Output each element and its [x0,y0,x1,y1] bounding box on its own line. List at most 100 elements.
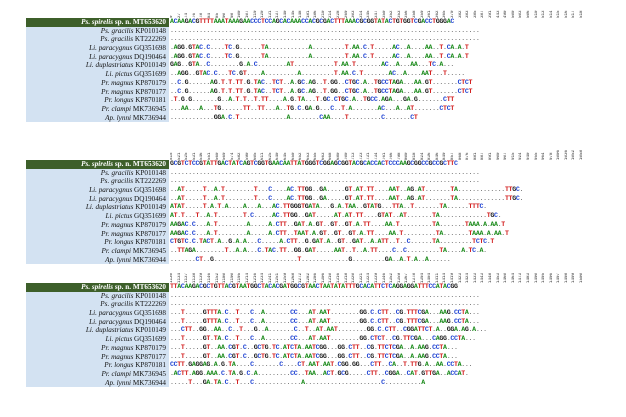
position-label: 605 [253,152,258,160]
sequence-row: ..C.G......AG.T.T.TT.G.TAC..TCT..A.GC.AG… [170,87,473,95]
taxon-label: Ps. gracilis KT222269 [26,177,169,187]
position-label: 1259 [283,272,288,283]
taxon-genus: Li. [89,44,97,53]
taxon-genus: Li. [85,203,94,212]
taxon-extra: sp. n. [114,18,132,26]
taxon-epithet: paracygnus [98,186,133,195]
taxon-label-column: Ps. spirelis sp. n. MT653620 Ps. gracilis… [26,283,169,388]
position-label: 1448 [488,272,493,283]
sequence-column: TTACAAGACGCTGTTACGTAATGGCTACACGATGGCGTAA… [170,283,610,387]
sequence-row: ...T.....GT.TA.C..T...C..A.......CC...AT… [170,335,476,343]
taxon-epithet: clampi [111,246,132,255]
taxon-epithet: gracilis [111,291,134,300]
position-label: 582 [238,152,243,160]
position-label: 361 [428,10,433,18]
position-label: 1214 [245,272,250,283]
taxon-epithet: clampi [111,104,132,113]
position-label: 90 [223,12,228,18]
position-label: 1473 [519,272,524,283]
position-label: 645 [283,152,288,160]
taxon-extra: sp. n. [114,283,132,291]
taxon-genus: Pr. [101,78,110,87]
position-label: 1268 [291,272,296,283]
taxon-accession: KP870179 [135,78,166,87]
position-label: 506 [526,10,531,18]
taxon-label-column: Ps. spirelis sp. n. MT653620 Ps. gracilis… [26,160,169,265]
position-label: 525 [185,152,190,160]
sequence-column: GCGTCTCCGTATTGACTATCAGTCGGTGAACAATTATGGG… [170,160,610,264]
taxon-accession: MK736944 [132,255,166,264]
taxon-genus: Ps. [100,177,110,186]
taxon-epithet: spirelis [91,18,114,26]
sequence-row: ...T.....GT..AA.CGT.C..GCTG.TC.ATCTA.AAT… [170,352,458,360]
sequence-row: .AGG.GTAC.C....TC.G......TA...........A.… [170,44,469,52]
taxon-accession: KP010148 [135,168,166,177]
taxon-accession: GQ351699 [134,70,166,79]
taxon-accession: KP870181 [135,96,166,105]
position-label: 964 [542,152,547,160]
position-label: 1137 [185,272,190,283]
taxon-accession: DQ190464 [134,317,166,326]
position-label: 1216 [253,272,258,283]
position-label: 1130 [170,272,174,283]
taxon-label: Li. duplastriatus KP010149 [26,61,169,71]
sequence-row: ........................................… [170,35,480,43]
position-label: 1500 [580,272,585,283]
sequence-row: ........................................… [170,300,480,308]
position-label: 1419 [450,272,455,283]
taxon-genus: Li. [89,194,97,203]
position-label: 100 [238,10,243,18]
taxon-label: Pr. magnus KP870179 [26,78,169,88]
sequence-row: .......CT..G.......................T....… [170,255,451,263]
taxon-genus: Ps. [100,300,110,309]
taxon-epithet: clampi [111,369,132,378]
sequence-row: GAG..GTA..C........G.A.C........AT......… [170,61,454,69]
position-label: 74 [185,12,190,18]
taxon-epithet: paracygnus [98,52,133,61]
position-label: 515 [170,152,174,160]
position-label: 1139 [200,272,205,283]
sequence-row: ...T.....GT..AA.CGT.C..GCTG.TC.ATCTA.AAT… [170,343,458,351]
position-label: 214 [329,10,334,18]
taxon-epithet: duplastriatus [95,61,134,70]
position-label: 1052 [572,149,577,160]
taxon-genus: Li. [89,52,97,61]
position-label: 1460 [504,272,509,283]
taxon-genus: Pr. [101,104,110,113]
taxon-epithet: spirelis [91,160,114,168]
taxon-accession: KP870181 [135,361,166,370]
taxon-genus: Pr. [101,343,110,352]
taxon-label: Li. pictus GQ351699 [26,70,169,79]
taxon-label: Pr. magnus KP870177 [26,229,169,239]
taxon-label: Li. pictus GQ351699 [26,212,169,221]
position-label: 1339 [375,272,380,283]
position-label: 383 [466,10,471,18]
position-label: 347 [375,10,380,18]
sequence-row: ..C.G......AG.T.T.TT.G.TAC..TCT..A.GC.AG… [170,78,473,86]
taxon-accession: KP010149 [135,326,166,335]
taxon-label: Ap. lynni MK736944 [26,255,169,265]
position-label: 652 [299,152,304,160]
taxon-genus: Li. [105,335,114,344]
position-label: 766 [390,152,395,160]
position-label: 513 [542,10,547,18]
taxon-label: Li. paracygnus DQ190464 [26,52,169,62]
position-label: 9 [170,15,174,18]
position-label: 1497 [557,272,562,283]
sequence-row: ..AGG..GTAC.C...TC.GT....A.........A....… [170,70,465,78]
position-label: 358 [413,10,417,18]
position-label: 356 [405,10,410,18]
position-label: 84 [207,12,212,18]
position-label: 655 [314,152,319,160]
taxon-label: Pr. magnus KP870177 [26,352,169,362]
taxon-label: Ps. gracilis KT222269 [26,35,169,45]
position-label: 1352 [390,272,395,283]
taxon-genus: Pr. [104,238,113,247]
taxon-accession: GQ351699 [134,212,166,221]
sequence-row: ........................................… [170,168,480,176]
taxon-label: Ps. spirelis sp. n. MT653620 [26,18,169,27]
taxon-epithet: gracilis [111,35,134,44]
taxon-epithet: duplastriatus [95,326,134,335]
sequence-row: ..AT.....T..A.T........T...C....AC.TTGG.… [170,186,524,194]
taxon-genus: Pr. [101,220,110,229]
